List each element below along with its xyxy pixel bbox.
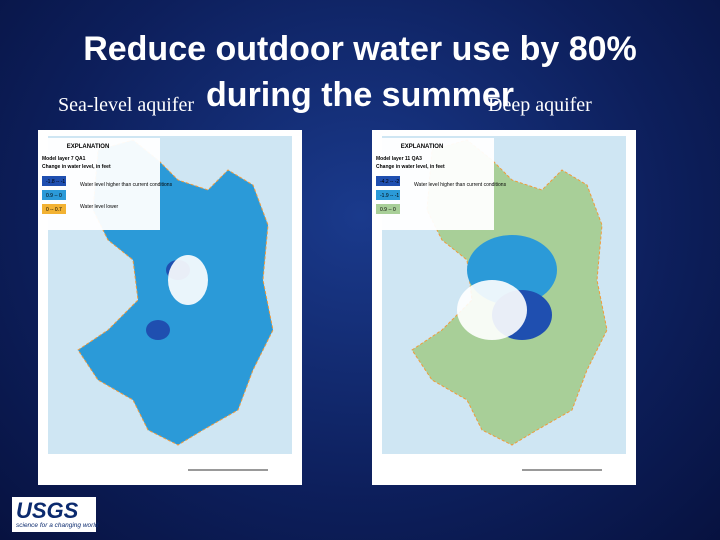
legend-heading: EXPLANATION [401,144,444,150]
legend-swatch [42,204,66,214]
map: EXPLANATION Model layer 7 QA1 Change in wa… [38,130,302,485]
legend-swatch [42,190,66,200]
legend-range: -1.8 -- -1 [46,179,65,185]
scale-strip [38,458,302,485]
legend-range: -1.9 -- -1 [380,193,399,199]
legend-swatch [376,190,400,200]
legend-swatch [376,204,400,214]
legend-swatch [42,176,66,186]
legend-range: 0.9 -- 0 [46,193,62,199]
legend-layer: Model layer 11 QA3 [376,156,422,162]
logo-name: USGS [16,498,79,523]
legend-range: 0 -- 0.7 [46,207,62,213]
legend-note: Water level higher than current conditio… [414,182,507,188]
map: EXPLANATION Model layer 11 QA3 Change in w… [372,130,636,485]
logo-tagline: science for a changing world [16,522,99,529]
white-area [457,280,527,340]
legend-note: Water level higher than current conditio… [80,182,173,188]
patch [146,320,170,340]
legend-note: Water level lower [80,204,118,210]
legend-subtitle: Change in water level, in feet [376,164,445,170]
legend-heading: EXPLANATION [67,144,110,150]
legend-subtitle: Change in water level, in feet [42,164,111,170]
title: Reduce outdoor water use by 80% during t… [83,30,637,114]
map-label: Deep aquifer [488,94,592,116]
logo: USGS science for a changing world [12,497,99,532]
map-label: Sea-level aquifer [58,94,195,116]
legend-layer: Model layer 7 QA1 [42,156,86,162]
legend-swatch [376,176,400,186]
scale-strip [372,458,636,485]
legend-range: -4.2 -- -2 [380,179,399,185]
white-area [168,255,208,305]
legend-range: 0.9 -- 0 [380,207,396,213]
